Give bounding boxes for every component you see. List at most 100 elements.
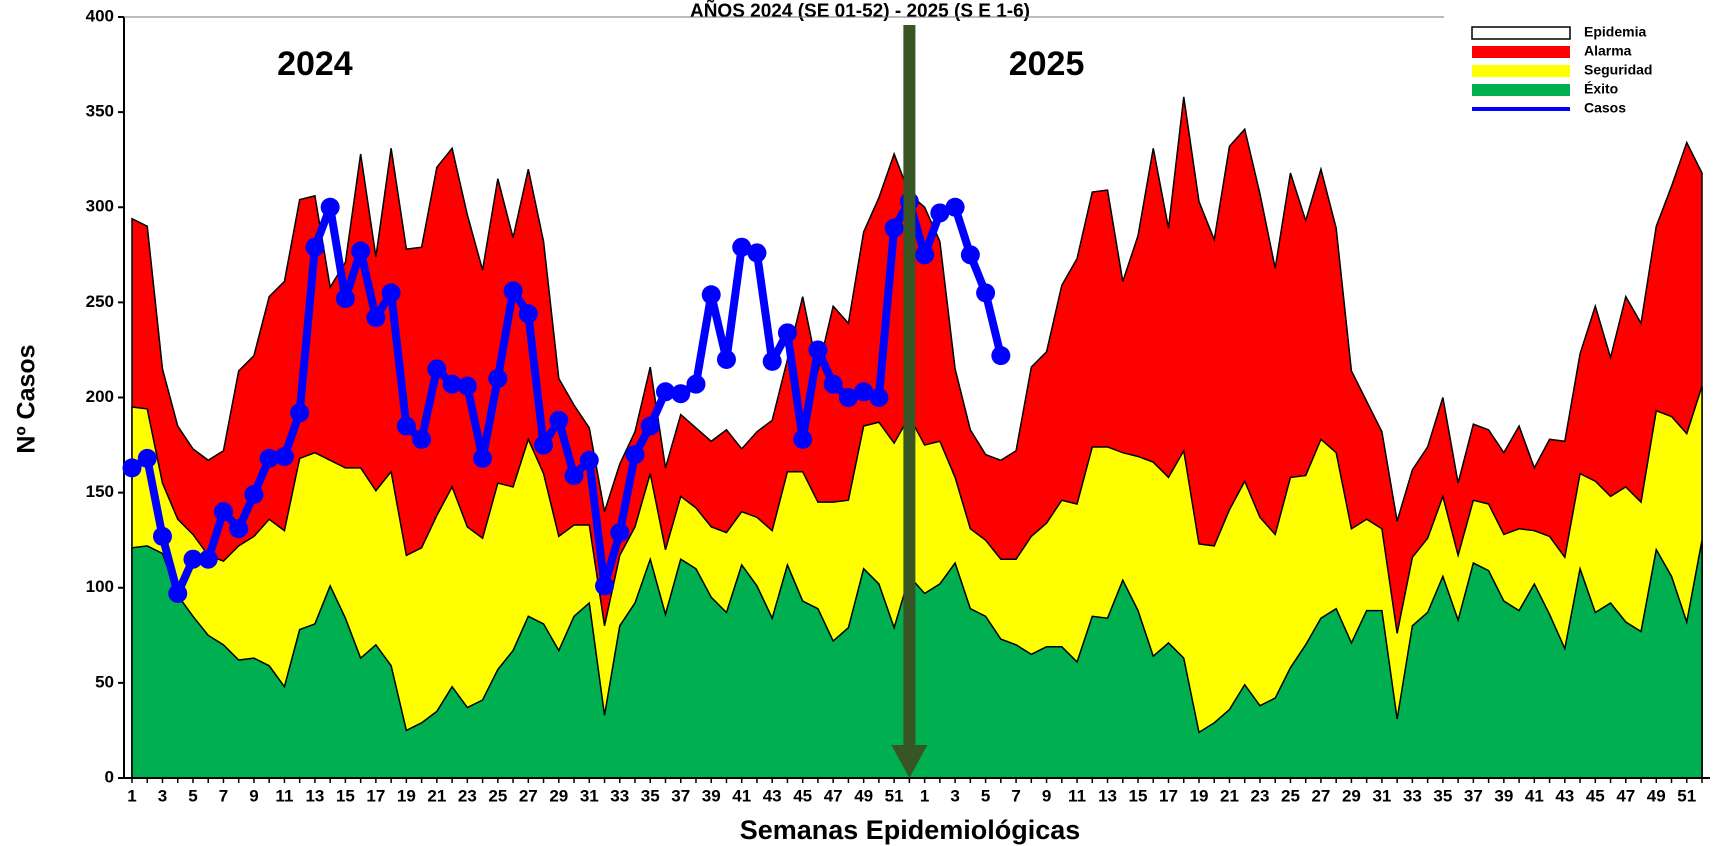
- y-tick-label: 300: [86, 197, 114, 216]
- cases-point: [366, 308, 386, 328]
- x-tick-label: 23: [458, 786, 477, 805]
- cases-point: [213, 502, 233, 522]
- x-tick-label: 5: [188, 786, 197, 805]
- x-tick-label: 51: [885, 786, 904, 805]
- y-tick-label: 100: [86, 577, 114, 596]
- x-tick-label: 27: [519, 786, 538, 805]
- x-tick-label: 11: [275, 786, 293, 805]
- x-tick-label: 33: [1403, 786, 1422, 805]
- y-tick-label: 50: [95, 672, 114, 691]
- cases-point: [442, 374, 462, 394]
- x-tick-label: 41: [732, 786, 751, 805]
- cases-point: [655, 382, 675, 402]
- cases-point: [457, 376, 477, 396]
- y-axis-title: Nº Casos: [13, 344, 41, 453]
- x-tick-label: 47: [824, 786, 843, 805]
- x-tick-label: 45: [1586, 786, 1605, 805]
- x-tick-label: 21: [1220, 786, 1239, 805]
- x-tick-label: 25: [1281, 786, 1300, 805]
- cases-point: [274, 446, 294, 466]
- x-tick-label: 35: [641, 786, 660, 805]
- cases-point: [183, 549, 203, 569]
- y-tick-label: 200: [86, 387, 114, 406]
- cases-point: [930, 203, 950, 223]
- cases-point: [625, 445, 645, 465]
- legend-swatch: [1471, 26, 1571, 40]
- x-tick-label: 19: [397, 786, 416, 805]
- cases-point: [488, 368, 508, 388]
- x-tick-label: 11: [1068, 786, 1086, 805]
- cases-point: [793, 429, 813, 449]
- legend-swatch: [1472, 46, 1570, 58]
- cases-point: [290, 403, 310, 423]
- x-tick-label: 15: [1129, 786, 1148, 805]
- cases-point: [991, 346, 1011, 366]
- cases-point: [854, 382, 874, 402]
- cases-point: [716, 349, 736, 369]
- cases-point: [244, 485, 264, 505]
- cases-point: [762, 351, 782, 371]
- legend-label: Epidemia: [1584, 24, 1646, 40]
- year-label: 2025: [1009, 45, 1085, 83]
- cases-point: [168, 583, 188, 603]
- x-tick-label: 13: [305, 786, 324, 805]
- cases-point: [747, 243, 767, 263]
- x-tick-label: 33: [610, 786, 629, 805]
- year-label: 2024: [277, 45, 353, 83]
- cases-point: [610, 523, 630, 543]
- cases-point: [671, 384, 691, 404]
- x-tick-label: 49: [1647, 786, 1666, 805]
- cases-point: [564, 466, 584, 486]
- legend-label: Seguridad: [1584, 62, 1652, 78]
- cases-point: [640, 416, 660, 436]
- x-tick-label: 37: [1464, 786, 1483, 805]
- cases-point: [701, 285, 721, 305]
- x-tick-label: 9: [1042, 786, 1051, 805]
- cases-point: [960, 245, 980, 265]
- cases-point: [732, 237, 752, 257]
- cases-point: [427, 359, 447, 379]
- cases-point: [412, 429, 432, 449]
- legend-label: Éxito: [1584, 81, 1618, 97]
- cases-point: [838, 388, 858, 407]
- x-tick-label: 29: [1342, 786, 1361, 805]
- cases-point: [884, 218, 904, 238]
- legend: Epidemia Alarma Seguridad Éxito Casos: [1444, 15, 1710, 120]
- x-tick-label: 3: [158, 786, 167, 805]
- x-tick-label: 3: [950, 786, 959, 805]
- x-tick-label: 19: [1190, 786, 1209, 805]
- chart-title: AÑOS 2024 (SE 01-52) - 2025 (S E 1-6): [690, 0, 1030, 22]
- divider-arrow: [903, 25, 916, 747]
- y-tick-label: 0: [105, 767, 114, 786]
- x-tick-label: 7: [219, 786, 228, 805]
- cases-point: [198, 549, 218, 569]
- cases-point: [777, 323, 797, 343]
- x-tick-label: 43: [1555, 786, 1574, 805]
- cases-point: [122, 458, 142, 478]
- cases-point: [152, 526, 172, 546]
- x-tick-label: 7: [1011, 786, 1020, 805]
- cases-point: [473, 448, 493, 468]
- cases-point: [381, 283, 401, 303]
- cases-point: [595, 576, 615, 596]
- legend-label: Alarma: [1584, 43, 1632, 59]
- x-tick-label: 39: [1494, 786, 1513, 805]
- x-tick-label: 13: [1098, 786, 1117, 805]
- x-tick-label: 47: [1616, 786, 1635, 805]
- cases-point: [229, 519, 249, 539]
- x-tick-label: 17: [366, 786, 385, 805]
- x-tick-label: 27: [1311, 786, 1330, 805]
- x-tick-label: 31: [580, 786, 599, 805]
- x-tick-label: 1: [127, 786, 136, 805]
- y-tick-label: 150: [86, 482, 114, 501]
- divider-arrowhead: [891, 745, 928, 778]
- x-tick-label: 15: [336, 786, 355, 805]
- cases-point: [534, 435, 554, 455]
- x-tick-label: 29: [549, 786, 568, 805]
- cases-point: [305, 237, 325, 257]
- x-tick-label: 31: [1372, 786, 1391, 805]
- x-tick-label: 25: [488, 786, 507, 805]
- cases-point: [335, 289, 355, 309]
- x-tick-label: 5: [981, 786, 990, 805]
- x-tick-label: 43: [763, 786, 782, 805]
